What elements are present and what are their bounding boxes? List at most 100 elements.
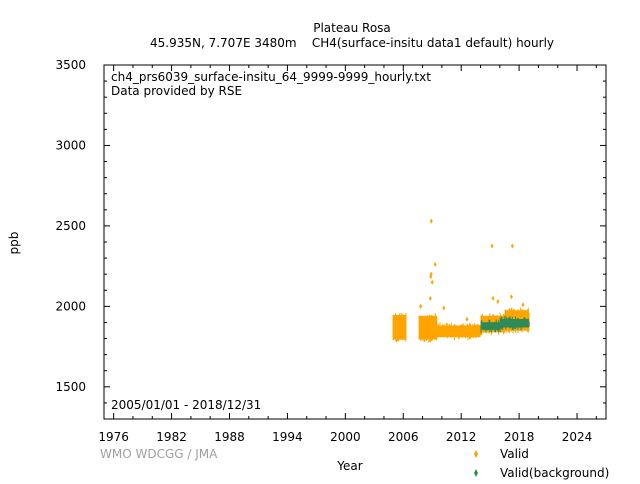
y-tick-label: 3500 (55, 58, 86, 72)
data-point (443, 323, 445, 337)
data-point (487, 325, 489, 330)
y-axis: 1500 2000 2500 3000 3500 (55, 58, 606, 420)
data-point (506, 317, 508, 326)
data-point (404, 317, 406, 342)
data-point (511, 316, 513, 331)
data-point (475, 324, 477, 339)
data-point (403, 314, 405, 340)
data-point (453, 326, 455, 335)
data-point (490, 326, 492, 331)
data-point (445, 323, 447, 334)
data-point (470, 327, 472, 336)
data-point (460, 324, 462, 336)
data-point (505, 316, 507, 330)
data-point (524, 318, 526, 328)
data-point (437, 325, 439, 334)
y-tick-label: 3000 (55, 138, 86, 152)
data-point (441, 328, 443, 336)
data-point (496, 322, 498, 327)
x-axis: 1976 1982 1988 1994 2000 2006 2012 2018 2024 (98, 65, 597, 444)
data-point (403, 318, 405, 337)
data-point (507, 321, 509, 326)
data-point (427, 315, 429, 336)
data-point (444, 327, 446, 335)
data-point (513, 308, 515, 329)
data-point (393, 316, 395, 336)
data-point (495, 319, 497, 328)
data-point (459, 327, 461, 338)
data-point (418, 315, 420, 340)
data-point (452, 328, 454, 334)
data-point (400, 312, 402, 340)
y-tick-label: 1500 (55, 380, 86, 394)
data-point (510, 243, 514, 249)
data-point (449, 325, 451, 338)
data-point (469, 323, 471, 340)
x-tick-label: 2012 (446, 430, 477, 444)
data-point (504, 320, 506, 328)
data-point (457, 327, 459, 334)
data-point (490, 315, 492, 329)
data-point (491, 325, 493, 330)
data-point (499, 317, 501, 329)
data-point (447, 325, 449, 335)
data-point (496, 299, 500, 305)
data-point (523, 318, 525, 328)
x-tick-label: 2006 (388, 430, 419, 444)
legend-label-valid-background: Valid(background) (500, 466, 609, 480)
data-point (511, 318, 513, 328)
data-point (442, 329, 444, 337)
data-point (440, 326, 442, 338)
legend-marker-valid (474, 450, 478, 458)
y-tick-label: 2500 (55, 219, 86, 233)
y-tick-label: 2000 (55, 299, 86, 313)
legend: Valid Valid(background) (474, 447, 609, 480)
x-tick-label: 2018 (504, 430, 535, 444)
data-point (435, 315, 437, 339)
data-point (500, 316, 502, 330)
data-point (527, 318, 529, 328)
data-point (473, 328, 475, 338)
data-point (485, 323, 487, 332)
data-point (517, 318, 519, 330)
data-point (510, 318, 512, 328)
legend-label-valid: Valid (500, 447, 529, 461)
data-point (453, 324, 455, 341)
chart-title: Plateau Rosa (313, 21, 391, 35)
data-point (491, 295, 495, 301)
data-point (498, 323, 500, 329)
data-point (494, 321, 496, 332)
data-point (421, 315, 423, 337)
data-point (436, 317, 438, 341)
data-point (502, 321, 504, 330)
data-point (520, 319, 522, 331)
data-point (442, 305, 446, 311)
data-point (528, 321, 530, 327)
data-point (425, 317, 427, 340)
data-point (449, 324, 451, 335)
data-point (433, 262, 437, 268)
data-point (508, 317, 510, 326)
data-point (492, 314, 494, 330)
data-point (513, 319, 515, 324)
data-point (462, 323, 464, 337)
data-point (521, 319, 523, 325)
data-point (465, 325, 467, 337)
x-tick-label: 1982 (156, 430, 187, 444)
data-point (478, 324, 480, 337)
data-point (519, 307, 521, 327)
data-point (514, 321, 516, 330)
data-point (476, 326, 478, 334)
data-point (392, 316, 394, 341)
data-point (432, 318, 434, 340)
y-axis-label: ppb (7, 232, 21, 255)
data-point (482, 326, 484, 328)
data-point (461, 324, 463, 338)
data-point (481, 319, 483, 327)
data-point (450, 322, 452, 338)
data-point (451, 327, 453, 335)
data-point (422, 316, 424, 337)
data-point (519, 319, 521, 328)
